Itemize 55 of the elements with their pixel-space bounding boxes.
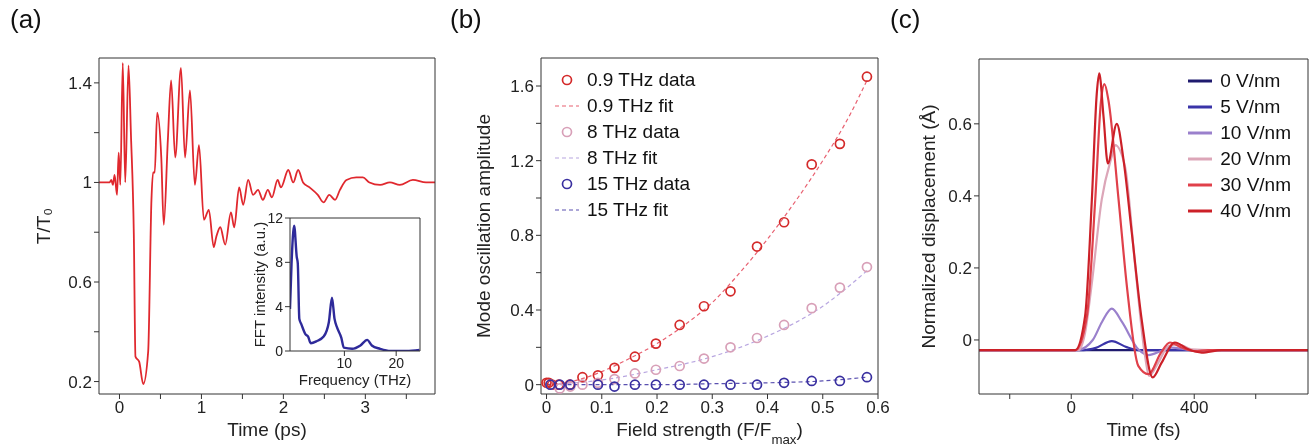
x-tick-label: 400 [1180,398,1209,418]
y-axis-title: Normalized displacement (Å) [918,104,939,349]
y-tick-label: 1.4 [68,73,92,93]
x-tick-label: 0.4 [755,398,780,418]
legend-label: 15 THz data [587,173,691,195]
y-tick-label: 0.6 [68,273,92,293]
legend-label: 40 V/nm [1220,200,1291,222]
x-tick-label: 0 [114,398,125,418]
y-tick-label: 0.6 [948,114,972,134]
y-tick-label: 0 [962,331,972,350]
legend-label: 0.9 THz data [587,69,696,91]
y-tick-label: 4 [275,298,284,315]
x-tick-label: 3 [360,398,371,418]
chart-title: (b) [450,4,482,35]
x-tick-label: 20 [388,354,405,371]
x-axis-title: Field strength (F/F$_{max}$) [616,419,803,447]
x-axis-title: Time (fs) [1106,419,1181,440]
chart-title: (c) [890,4,921,35]
y-tick-label: 1.2 [510,151,534,171]
y-tick-label: 0 [275,342,284,359]
x-tick-label: 0.6 [866,398,890,418]
legend-label: 30 V/nm [1220,174,1291,196]
legend-label: 20 V/nm [1220,148,1291,170]
x-axis-title: Time (ps) [227,419,307,440]
legend-label: 0 V/nm [1220,70,1281,92]
x-tick-label: 0 [1066,398,1076,418]
x-tick-label: 0.1 [589,398,614,418]
y-tick-label: 8 [275,254,284,271]
x-axis-title: Frequency (THz) [298,371,412,388]
x-tick-label: 10 [336,354,353,371]
x-tick-label: 0.5 [810,398,835,418]
y-tick-label: 12 [267,209,284,226]
y-tick-label: 0.2 [948,258,972,278]
y-tick-label: 1 [82,173,92,193]
y-axis-title: Mode oscillation amplitude [473,114,494,338]
y-tick-label: 0.8 [510,226,534,246]
y-tick-label: 0.2 [68,372,92,392]
chart-title: (a) [10,4,42,35]
y-axis-title: FFT intensity (a.u.) [251,221,268,348]
x-tick-label: 0.3 [700,398,725,418]
y-tick-label: 0 [524,375,534,395]
legend-label: 0.9 THz fit [587,95,674,117]
legend-label: 5 V/nm [1220,96,1281,118]
y-axis-title: T/T₀ [33,207,54,245]
x-tick-label: 1 [196,398,207,418]
legend-label: 8 THz fit [587,147,658,169]
x-tick-label: 2 [278,398,289,418]
y-tick-label: 0.4 [948,186,972,206]
y-tick-label: 1.6 [510,77,534,97]
x-tick-label: 0 [541,398,552,418]
legend-label: 8 THz data [587,121,680,143]
legend-label: 15 THz fit [587,199,668,221]
y-tick-label: 0.4 [510,301,534,321]
legend-label: 10 V/nm [1220,122,1291,144]
x-tick-label: 0.2 [645,398,669,418]
